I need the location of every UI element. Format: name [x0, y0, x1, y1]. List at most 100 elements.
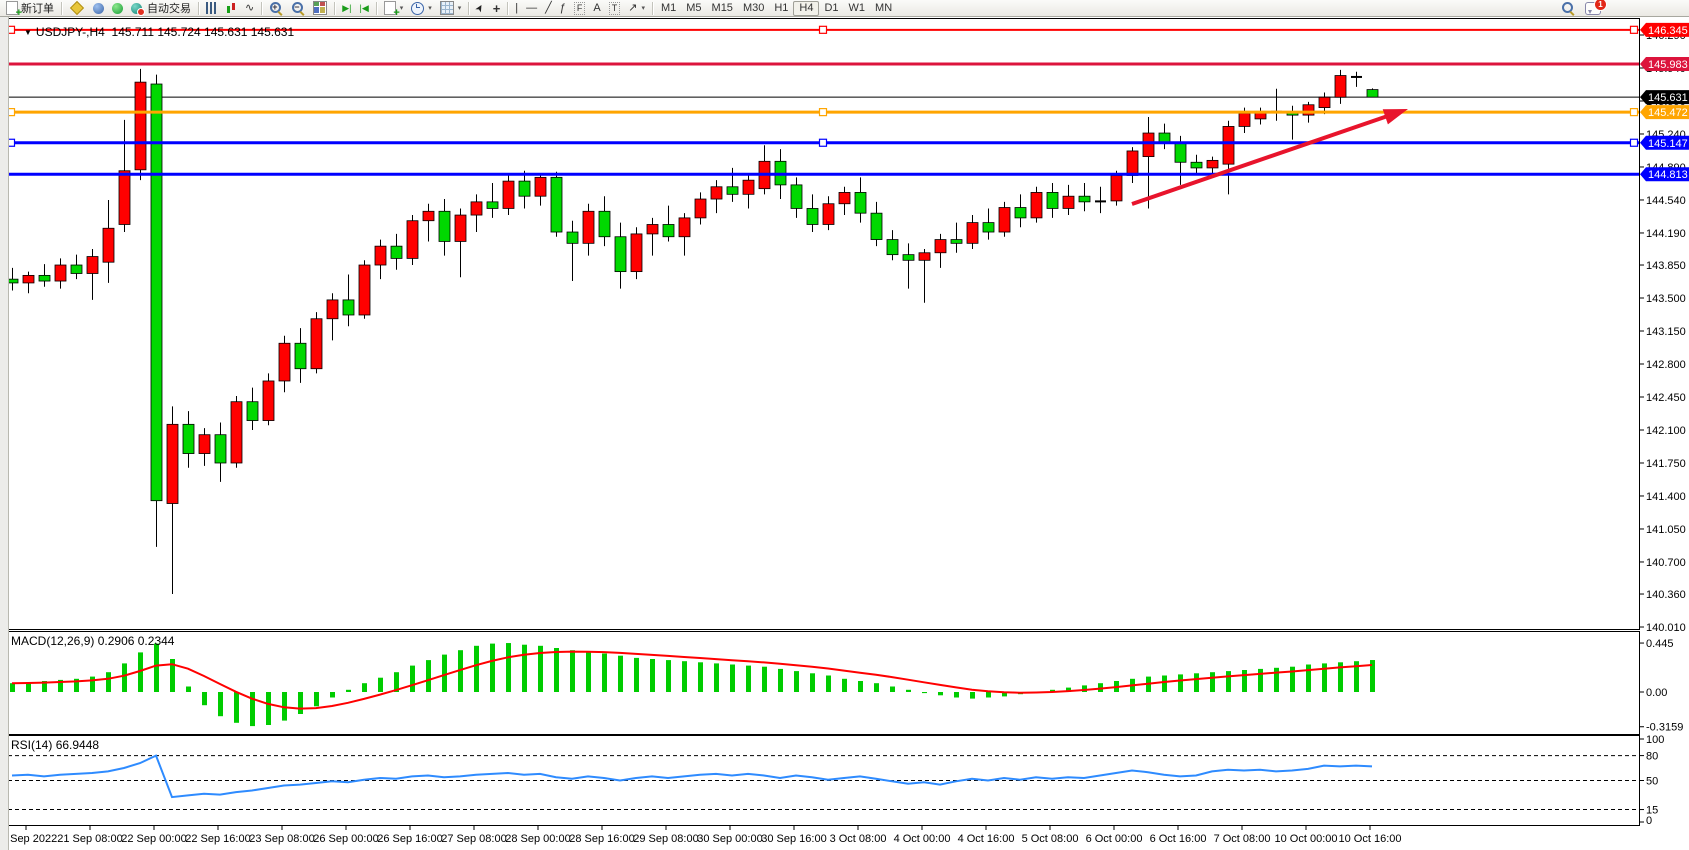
cursor-button[interactable]: ➤ [472, 1, 488, 16]
macd-values: 0.2906 0.2344 [97, 634, 175, 648]
new-order-button[interactable]: 新订单 [2, 1, 58, 19]
rsi-panel[interactable]: 100 80 50 150 [0, 735, 1689, 826]
add-indicator-icon [383, 1, 400, 19]
text-button[interactable]: A [589, 1, 604, 16]
candlestick-chart-button[interactable] [221, 1, 241, 16]
fibo-grid-button[interactable]: F [570, 1, 590, 16]
macd-indicator-label: MACD(12,26,9) 0.2906 0.2344 [11, 634, 175, 648]
autotrading-button[interactable]: 自动交易 [127, 1, 195, 16]
time-axis-label: 29 Sep 08:00 [633, 833, 698, 845]
crosshair-button[interactable]: + [489, 1, 505, 16]
toolbar-separator [468, 1, 470, 15]
trendline-button[interactable]: ╱ [541, 1, 556, 16]
line-chart-button[interactable]: ∿ [241, 1, 258, 16]
window-left-frame [0, 17, 9, 850]
templates-button[interactable]: ▾ [436, 1, 466, 16]
line-handle [1629, 108, 1639, 117]
price-label-badge [1640, 22, 1689, 37]
fibonacci-button[interactable]: ƒ [556, 1, 570, 16]
timeframe-m15[interactable]: M15 [711, 1, 733, 14]
svg-text:15: 15 [1646, 805, 1658, 817]
bar-chart-button[interactable] [202, 1, 221, 16]
chevron-down-icon[interactable]: ▾ [428, 5, 432, 12]
timeframe-h4[interactable]: H4 [793, 0, 820, 16]
chart-shift-button[interactable]: |◀ [355, 1, 372, 16]
text-label-button[interactable]: T [605, 1, 625, 16]
signals-globe-icon [112, 2, 123, 14]
signals-button[interactable] [108, 1, 127, 16]
horizontal-line-button[interactable]: — [522, 1, 541, 16]
horizontal-line-icon: — [526, 1, 538, 14]
toolbar-separator [375, 1, 377, 15]
time-axis-label: 23 Sep 08:00 [249, 833, 314, 845]
chat-icon[interactable]: 1 [1585, 0, 1607, 15]
time-axis-label: 10 Oct 16:00 [1339, 833, 1402, 845]
time-axis-label: 5 Oct 08:00 [1022, 833, 1079, 845]
svg-text:140.010: 140.010 [1646, 622, 1686, 631]
templates-icon [439, 1, 454, 15]
svg-text:142.450: 142.450 [1646, 392, 1686, 404]
time-axis-label: 7 Oct 08:00 [1214, 833, 1271, 845]
svg-text:142.800: 142.800 [1646, 359, 1686, 371]
search-icon[interactable] [1561, 1, 1575, 15]
line-handle [818, 25, 828, 34]
chevron-down-icon[interactable]: ▾ [641, 5, 645, 12]
timeframe-m5[interactable]: M5 [686, 1, 702, 14]
timeframe-d1[interactable]: D1 [824, 1, 839, 14]
timeframe-m1[interactable]: M1 [660, 1, 677, 14]
svg-text:141.050: 141.050 [1646, 524, 1686, 536]
svg-text:-0.3159: -0.3159 [1646, 722, 1683, 734]
price-label-badge [1640, 135, 1689, 150]
quick-trade-collapse-icon[interactable]: ▼ [24, 28, 32, 37]
time-axis-label: 30 Sep 00:00 [697, 833, 762, 845]
fibonacci-icon: ƒ [559, 1, 566, 14]
svg-text:0.445: 0.445 [1646, 638, 1674, 650]
notification-badge: 1 [1594, 0, 1607, 11]
chevron-down-icon[interactable]: ▾ [457, 5, 462, 12]
zoom-out-button[interactable]: − [287, 1, 309, 16]
macd-panel[interactable]: 0.445 0.00 -0.3159 [0, 631, 1689, 735]
svg-text:145.472: 145.472 [1648, 107, 1688, 119]
rsi-indicator-label: RSI(14) 66.9448 [11, 738, 100, 752]
auto-scroll-button[interactable]: ▶| [338, 1, 355, 16]
time-axis-label: 28 Sep 16:00 [569, 833, 634, 845]
time-axis-label: 27 Sep 08:00 [441, 833, 506, 845]
text-label-icon: T [608, 1, 621, 15]
price-label-badge [1640, 167, 1689, 182]
periods-button[interactable]: ▾ [407, 1, 436, 16]
chart-title: ▼ USDJPY-,H4 145.711 145.724 145.631 145.… [24, 25, 294, 39]
zoom-in-button[interactable]: + [265, 1, 287, 16]
vertical-line-button[interactable]: | [511, 1, 522, 16]
line-handle [1629, 25, 1639, 34]
fibo-grid-icon: F [573, 1, 586, 15]
trend-arrow-annotation[interactable] [1131, 109, 1408, 206]
arrows-button[interactable]: ↗ ▾ [624, 1, 649, 16]
candles [6, 68, 1379, 595]
chevron-down-icon[interactable]: ▾ [399, 5, 404, 12]
new-order-button-label: 新订单 [21, 3, 54, 15]
timeframe-h1[interactable]: H1 [774, 1, 789, 14]
svg-text:141.750: 141.750 [1646, 458, 1686, 470]
timeframe-mn[interactable]: MN [875, 1, 893, 14]
svg-text:80: 80 [1646, 751, 1658, 763]
main-chart[interactable]: 146.290145.940145.590145.240144.890144.5… [0, 17, 1689, 631]
svg-text:140.700: 140.700 [1646, 557, 1686, 569]
svg-text:143.150: 143.150 [1646, 326, 1686, 338]
chart-ohlc-values: 145.711 145.724 145.631 145.631 [111, 25, 295, 39]
time-axis-label: 6 Oct 16:00 [1150, 833, 1207, 845]
toolbar-separator [334, 1, 336, 15]
diamond-icon [69, 0, 85, 16]
timeframe-m30[interactable]: M30 [742, 1, 765, 14]
tile-windows-button[interactable] [309, 1, 331, 16]
market-button[interactable] [65, 0, 89, 16]
timeframe-w1[interactable]: W1 [848, 1, 866, 14]
indicators-button[interactable]: ▾ [380, 1, 408, 19]
time-axis-label: 3 Oct 08:00 [830, 833, 887, 845]
time-axis-label: 22 Sep 16:00 [185, 833, 250, 845]
line-chart-icon: ∿ [245, 1, 255, 14]
rsi-value: 66.9448 [55, 738, 100, 752]
svg-text:50: 50 [1646, 776, 1658, 788]
community-button[interactable] [89, 1, 108, 16]
